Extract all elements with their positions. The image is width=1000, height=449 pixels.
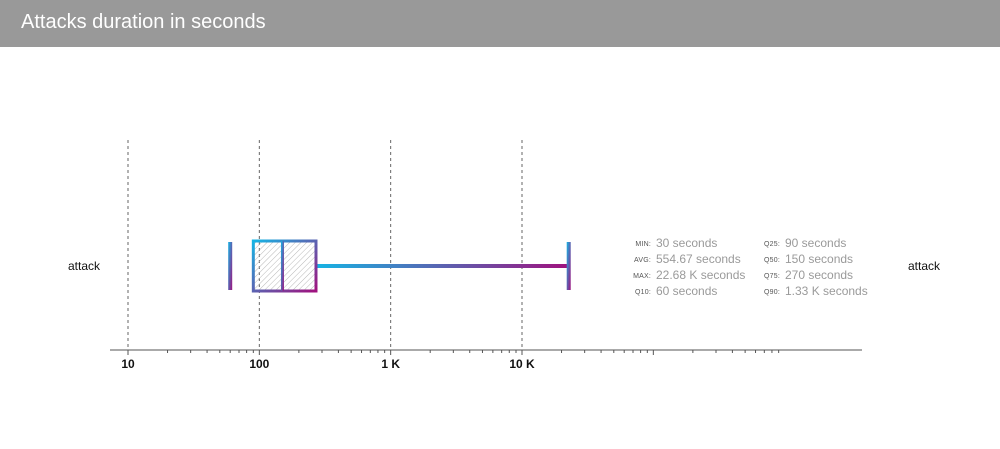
box-outline (251, 239, 318, 293)
stat-right-value: 270 seconds (785, 268, 853, 282)
stat-left-key: MIN: (635, 241, 651, 248)
stat-right-value: 150 seconds (785, 252, 853, 266)
stat-right-key: Q25: (764, 241, 780, 248)
stats-panel: MIN: 30 seconds AVG: 554.67 seconds MAX: 22.6… (633, 236, 868, 298)
chart-header: Attacks duration in seconds (0, 0, 1000, 47)
stat-left-key: Q10: (635, 289, 651, 296)
stat-right-value: 90 seconds (785, 236, 846, 250)
tick-label: 100 (249, 357, 269, 371)
median-line (280, 241, 284, 291)
category-label-left: attack (68, 259, 101, 273)
whisker-high (315, 264, 569, 268)
tick-label: 1 K (381, 357, 400, 371)
stat-left-value: 554.67 seconds (656, 252, 741, 266)
stat-left-value: 60 seconds (656, 284, 717, 298)
cap-low (228, 242, 233, 290)
stat-right-key: Q90: (764, 289, 780, 296)
x-axis: 10 100 1 K 10 K (110, 349, 862, 371)
stat-left-value: 30 seconds (656, 236, 717, 250)
chart-title: Attacks duration in seconds (21, 11, 266, 33)
grid-lines (127, 140, 523, 350)
stat-right-key: Q50: (764, 257, 780, 264)
tick-label: 10 (121, 357, 135, 371)
category-label-right: attack (908, 259, 941, 273)
stat-right-value: 1.33 K seconds (785, 284, 868, 298)
category-labels: attack attack (68, 259, 941, 273)
cap-high (566, 242, 571, 290)
stat-right-key: Q75: (764, 273, 780, 280)
stat-left-key: MAX: (633, 273, 651, 280)
stat-left-key: AVG: (634, 257, 651, 264)
tick-label: 10 K (509, 357, 535, 371)
box-fill (253, 241, 316, 291)
stat-left-value: 22.68 K seconds (656, 268, 745, 282)
box-series (228, 239, 571, 293)
